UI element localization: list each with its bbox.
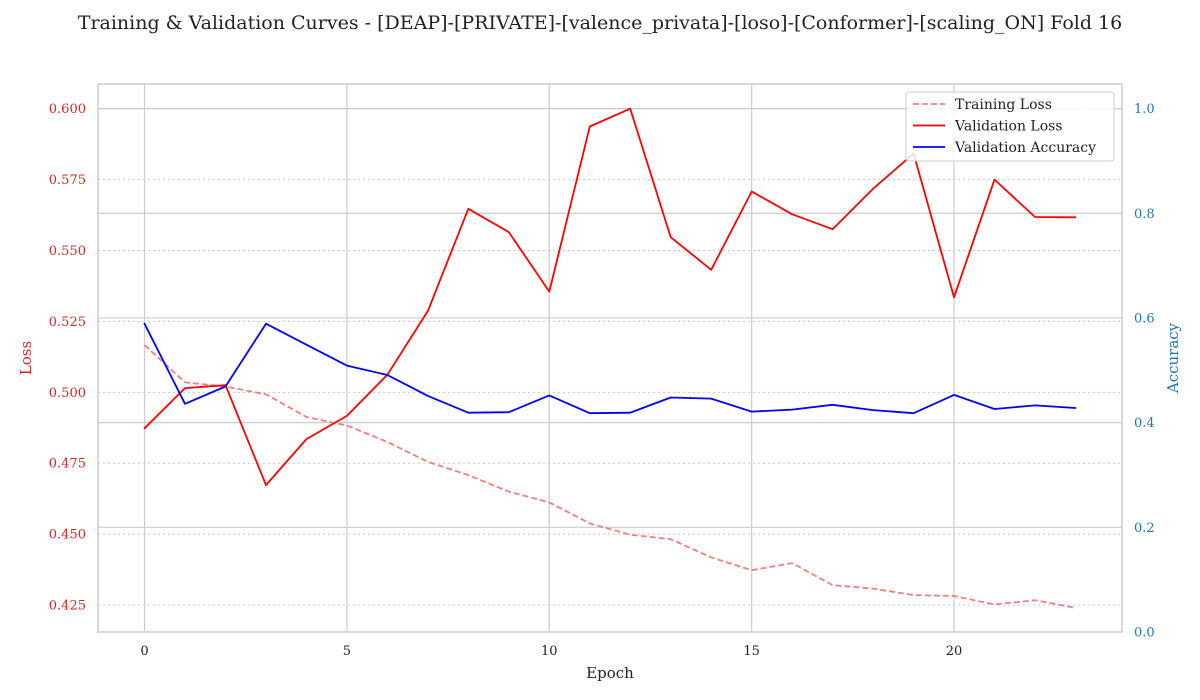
right-y-tick-label: 0.4 xyxy=(1134,416,1155,431)
right-y-tick-label: 0.2 xyxy=(1134,521,1155,536)
x-tick-label: 5 xyxy=(343,644,351,659)
left-y-tick-label: 0.425 xyxy=(49,599,86,614)
right-y-axis-ticks: 0.0 0.2 0.4 0.6 0.8 1.0 xyxy=(1134,102,1155,640)
legend-label: Validation Accuracy xyxy=(954,140,1096,156)
left-y-axis-ticks: 0.425 0.450 0.475 0.500 0.525 0.550 0.575 0.600 xyxy=(49,102,86,613)
series-line-validation-accuracy xyxy=(143,322,1077,415)
left-y-axis-label: Loss xyxy=(17,341,35,375)
series-line-training-loss xyxy=(143,344,1076,609)
x-tick-label: 20 xyxy=(946,644,963,659)
x-axis-ticks: 0 5 10 15 20 xyxy=(140,644,962,659)
grid-lines xyxy=(98,84,1122,632)
x-tick-label: 0 xyxy=(140,644,148,659)
series-lines xyxy=(143,107,1077,609)
series-line-validation-loss xyxy=(143,107,1077,487)
x-axis-label: Epoch xyxy=(586,664,634,682)
right-y-tick-label: 0.0 xyxy=(1134,626,1155,641)
left-y-tick-label: 0.550 xyxy=(49,244,86,259)
x-tick-label: 10 xyxy=(541,644,558,659)
left-y-tick-label: 0.500 xyxy=(49,386,86,401)
left-y-tick-label: 0.575 xyxy=(49,173,86,188)
legend-box xyxy=(905,91,1115,162)
right-y-tick-label: 0.6 xyxy=(1134,311,1155,326)
right-y-tick-label: 1.0 xyxy=(1134,102,1155,117)
left-y-tick-label: 0.525 xyxy=(49,315,86,330)
left-y-tick-label: 0.475 xyxy=(49,457,86,472)
legend-label: Validation Loss xyxy=(954,119,1063,135)
legend-label: Training Loss xyxy=(955,97,1052,113)
left-y-tick-label: 0.450 xyxy=(49,528,86,543)
plot-frame xyxy=(97,83,1123,633)
x-tick-label: 15 xyxy=(743,644,760,659)
right-y-axis-label: Accuracy xyxy=(1164,322,1182,394)
legend: Training Loss Validation Loss Validation A… xyxy=(905,91,1115,162)
chart-title: Training & Validation Curves - [DEAP]-[P… xyxy=(78,12,1122,34)
left-y-tick-label: 0.600 xyxy=(49,102,86,117)
right-y-tick-label: 0.8 xyxy=(1134,207,1155,222)
